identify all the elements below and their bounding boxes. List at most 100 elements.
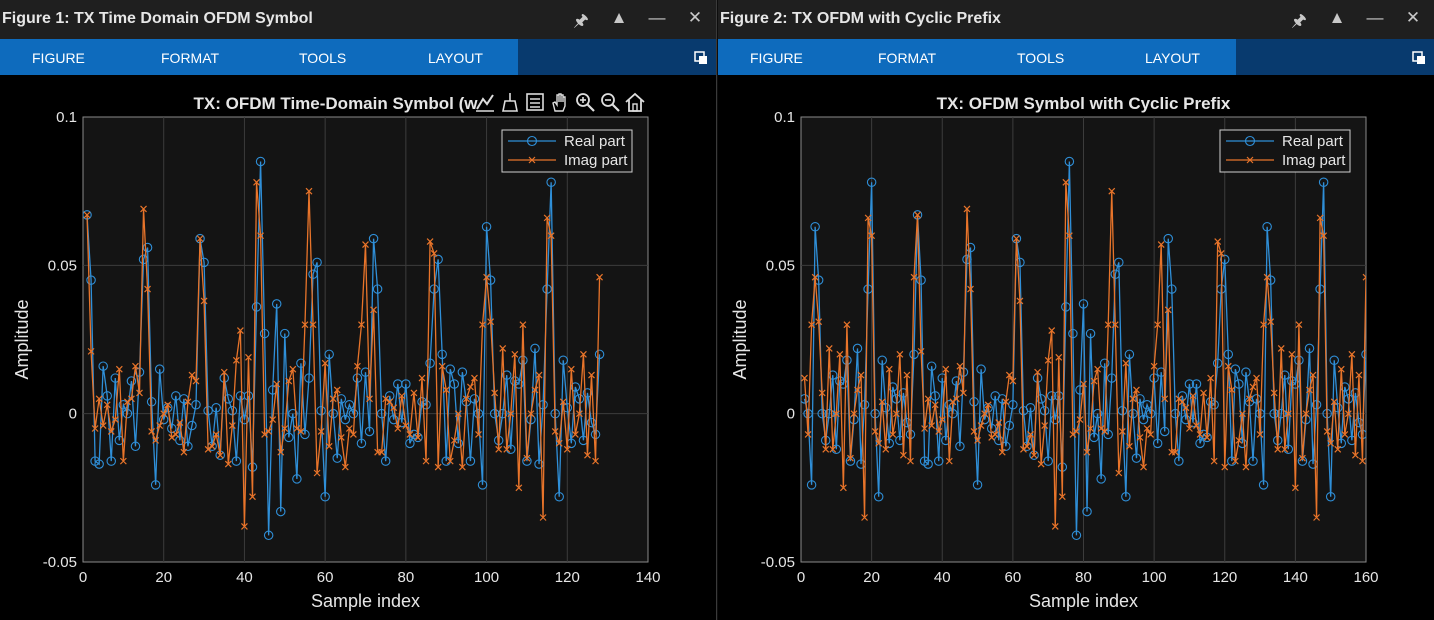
maximize-icon[interactable]: ▲ (1328, 8, 1346, 27)
data-point (873, 491, 884, 502)
x-tick-label: 120 (1212, 569, 1237, 586)
data-point (483, 273, 490, 281)
data-point (1294, 355, 1304, 366)
data-point (332, 453, 342, 463)
data-point (293, 425, 301, 432)
data-point (1004, 420, 1015, 431)
data-point (487, 318, 495, 326)
data-point (223, 394, 234, 404)
data-point (1082, 506, 1092, 517)
maximize-icon[interactable]: ▲ (610, 8, 628, 27)
home-icon[interactable] (624, 91, 646, 113)
data-point (1221, 463, 1229, 471)
data-point (1027, 431, 1034, 438)
data-point (434, 463, 442, 471)
data-point (518, 355, 528, 366)
close-icon[interactable]: ✕ (1405, 8, 1421, 27)
brush-icon[interactable] (499, 91, 521, 113)
data-point (94, 459, 104, 469)
legend-marker (526, 135, 538, 147)
close-icon[interactable]: ✕ (687, 8, 703, 27)
data-point (868, 232, 876, 240)
x-tick-label: 60 (317, 569, 334, 586)
data-point (1186, 425, 1193, 432)
data-point (280, 328, 290, 339)
data-point (1318, 177, 1329, 188)
tab-figure[interactable]: FIGURE (750, 50, 803, 66)
data-point (1140, 463, 1147, 471)
data-point (312, 257, 322, 268)
data-point (249, 493, 256, 501)
minimize-icon[interactable]: — (1366, 8, 1384, 27)
data-point (945, 457, 953, 465)
data-cursor-icon[interactable] (524, 91, 546, 113)
tab-tools[interactable]: TOOLS (299, 50, 347, 66)
figure-2-toolstrip: FIGURE FORMAT TOOLS LAYOUT (718, 39, 1434, 75)
data-point (255, 156, 266, 167)
tab-layout[interactable]: LAYOUT (428, 50, 483, 66)
figure-2-plot[interactable]: 0 20 40 60 80 100 120 140 160-0.0500.050.1Sample… (718, 75, 1434, 620)
data-point (892, 410, 900, 418)
zoom-in-icon[interactable] (574, 91, 596, 113)
data-point (288, 408, 298, 419)
data-point (445, 364, 455, 374)
data-point (426, 238, 434, 246)
data-tips-icon[interactable] (474, 91, 496, 113)
x-tick-label: 140 (635, 569, 660, 586)
pin-icon[interactable]: 🖈︎ (1291, 11, 1307, 30)
data-point (99, 422, 107, 429)
pin-icon[interactable]: 🖈︎ (573, 11, 589, 30)
data-point (825, 344, 833, 352)
data-point (1161, 395, 1169, 403)
data-point (1290, 379, 1301, 389)
data-point (864, 214, 872, 222)
tab-tools[interactable]: TOOLS (1017, 50, 1065, 66)
tab-format[interactable]: FORMAT (878, 50, 937, 66)
data-point (1133, 386, 1140, 394)
data-point (861, 514, 868, 521)
data-point (265, 428, 273, 435)
data-point (523, 454, 531, 462)
data-point (386, 398, 394, 406)
data-point (1050, 414, 1060, 425)
data-point (917, 347, 925, 355)
tab-figure[interactable]: FIGURE (32, 50, 85, 66)
undock-icon[interactable] (694, 51, 708, 65)
data-point (951, 376, 962, 386)
data-point (854, 386, 861, 394)
undock-icon[interactable] (1412, 51, 1426, 65)
minimize-icon[interactable]: — (648, 8, 666, 27)
data-point (277, 448, 285, 456)
data-point (308, 269, 318, 279)
data-point (123, 398, 131, 406)
data-point (269, 416, 277, 424)
data-point (449, 379, 460, 389)
data-point (203, 405, 213, 416)
pan-icon[interactable] (549, 91, 571, 113)
data-point (1177, 391, 1188, 401)
data-point (1096, 474, 1106, 484)
data-point (1228, 386, 1236, 394)
data-point (584, 451, 591, 459)
data-point (1184, 379, 1195, 389)
data-point (882, 445, 890, 453)
data-point (1242, 463, 1250, 471)
tab-format[interactable]: FORMAT (161, 50, 220, 66)
data-point (1002, 398, 1010, 406)
data-point (1087, 425, 1094, 432)
data-point (942, 365, 950, 373)
data-point (1129, 395, 1137, 403)
x-tick-label: 120 (555, 569, 580, 586)
data-point (984, 401, 992, 409)
y-tick-label: 0.05 (766, 257, 795, 274)
data-point (328, 408, 338, 419)
y-tick-label: 0.05 (48, 257, 77, 274)
zoom-out-icon[interactable] (599, 91, 621, 113)
tab-layout[interactable]: LAYOUT (1145, 50, 1200, 66)
data-point (304, 373, 314, 383)
series-line (86, 161, 601, 536)
data-point (1313, 514, 1320, 521)
data-point (1253, 374, 1260, 382)
x-tick-label: 160 (1353, 569, 1378, 586)
